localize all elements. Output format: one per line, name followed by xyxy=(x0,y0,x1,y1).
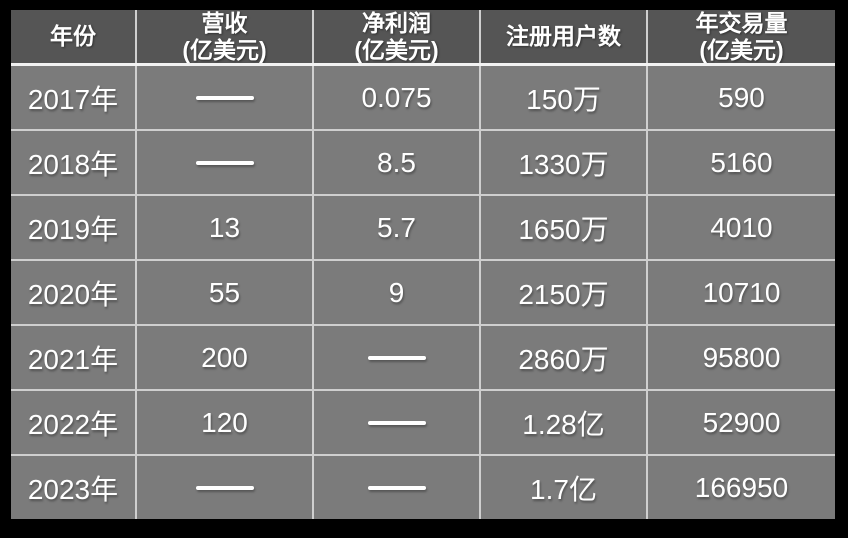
header-label: 年交易量 xyxy=(695,10,788,37)
table-header: 年份 营收 (亿美元) 净利润 (亿美元) 注册用户数 年交易量 (亿美元) xyxy=(10,9,836,66)
cell-revenue: —— xyxy=(135,63,314,131)
cell-year: 2018年 xyxy=(10,129,137,196)
header-label: 注册用户数 xyxy=(506,23,621,50)
cell-users: 1330万 xyxy=(479,129,648,196)
cell-revenue: 200 xyxy=(135,324,314,391)
column-header-volume: 年交易量 (亿美元) xyxy=(646,9,836,66)
cell-year: 2021年 xyxy=(10,324,137,391)
cell-revenue: 55 xyxy=(135,259,314,326)
header-unit: (亿美元) xyxy=(699,36,784,63)
cell-users: 2860万 xyxy=(479,324,648,391)
cell-net-profit: 9 xyxy=(312,259,481,326)
cell-volume: 590 xyxy=(646,63,836,131)
column-header-users: 注册用户数 xyxy=(479,9,648,66)
cell-volume: 52900 xyxy=(646,389,836,456)
cell-net-profit: 8.5 xyxy=(312,129,481,196)
column-header-year: 年份 xyxy=(10,9,137,66)
cell-users: 2150万 xyxy=(479,259,648,326)
header-label: 净利润 xyxy=(362,10,431,37)
cell-year: 2019年 xyxy=(10,194,137,261)
cell-net-profit: 0.075 xyxy=(312,63,481,131)
cell-net-profit: —— xyxy=(312,324,481,391)
header-label: 营收 xyxy=(201,10,248,37)
table-row-2018: 2018年 —— 8.5 1330万 5160 xyxy=(10,129,836,196)
cell-net-profit: 5.7 xyxy=(312,194,481,261)
cell-users: 1650万 xyxy=(479,194,648,261)
column-header-revenue: 营收 (亿美元) xyxy=(135,9,314,66)
cell-users: 1.28亿 xyxy=(479,389,648,456)
cell-year: 2020年 xyxy=(10,259,137,326)
header-unit: (亿美元) xyxy=(354,36,439,63)
table-body: 2017年 —— 0.075 150万 590 2018年 —— 8.5 133… xyxy=(10,63,836,520)
cell-revenue: 13 xyxy=(135,194,314,261)
table-row-2022: 2022年 120 —— 1.28亿 52900 xyxy=(10,389,836,456)
cell-year: 2017年 xyxy=(10,63,137,131)
cell-volume: 5160 xyxy=(646,129,836,196)
cell-net-profit: —— xyxy=(312,454,481,520)
cell-volume: 4010 xyxy=(646,194,836,261)
table-row-2017: 2017年 —— 0.075 150万 590 xyxy=(10,63,836,131)
table-row-2019: 2019年 13 5.7 1650万 4010 xyxy=(10,194,836,261)
cell-revenue: —— xyxy=(135,129,314,196)
cell-revenue: 120 xyxy=(135,389,314,456)
table-row-2021: 2021年 200 —— 2860万 95800 xyxy=(10,324,836,391)
cell-year: 2022年 xyxy=(10,389,137,456)
cell-year: 2023年 xyxy=(10,454,137,520)
cell-volume: 10710 xyxy=(646,259,836,326)
header-row: 年份 营收 (亿美元) 净利润 (亿美元) 注册用户数 年交易量 (亿美元) xyxy=(10,9,836,66)
cell-revenue: —— xyxy=(135,454,314,520)
cell-net-profit: —— xyxy=(312,389,481,456)
cell-volume: 95800 xyxy=(646,324,836,391)
header-label: 年份 xyxy=(50,23,96,50)
data-table: 年份 营收 (亿美元) 净利润 (亿美元) 注册用户数 年交易量 (亿美元) 2017… xyxy=(10,9,836,520)
column-header-net-profit: 净利润 (亿美元) xyxy=(312,9,481,66)
header-unit: (亿美元) xyxy=(182,36,267,63)
table-row-2020: 2020年 55 9 2150万 10710 xyxy=(10,259,836,326)
cell-users: 1.7亿 xyxy=(479,454,648,520)
table-row-2023: 2023年 —— —— 1.7亿 166950 xyxy=(10,454,836,520)
cell-users: 150万 xyxy=(479,63,648,131)
cell-volume: 166950 xyxy=(646,454,836,520)
